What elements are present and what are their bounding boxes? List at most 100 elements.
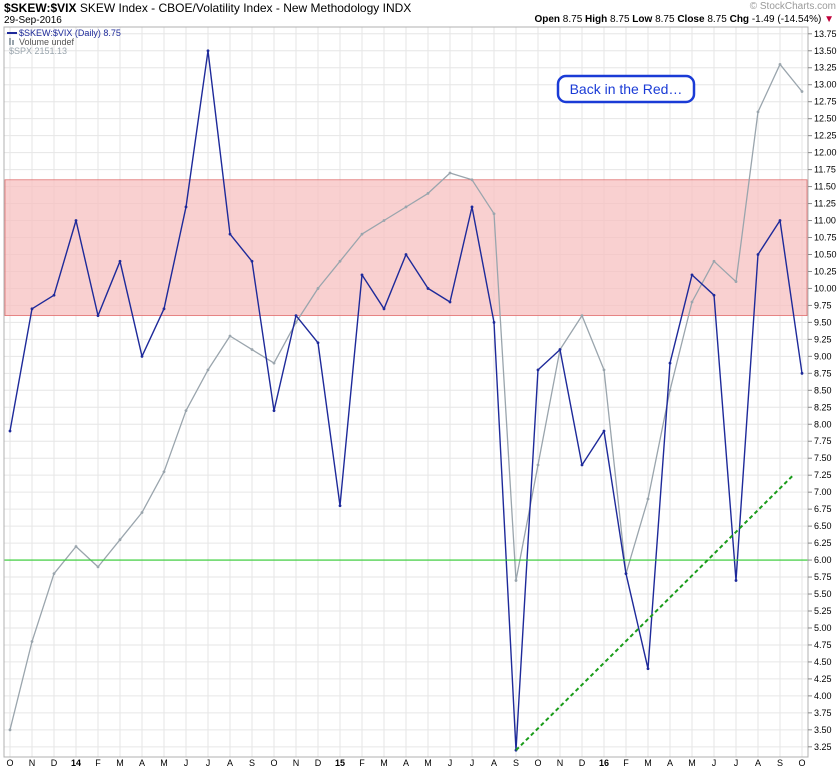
skew-vix-line-point bbox=[800, 371, 804, 375]
callout-back-in-the-red: Back in the Red… bbox=[556, 74, 696, 104]
spx-line-point bbox=[338, 259, 342, 263]
skew-vix-line-point bbox=[756, 253, 760, 256]
close-label: Close bbox=[677, 14, 705, 25]
spx-line-point bbox=[118, 538, 122, 542]
skew-vix-line-point bbox=[646, 667, 650, 671]
legend: $SKEW:$VIX (Daily) 8.75 Volume undef $SP… bbox=[7, 28, 121, 56]
spx-line-point bbox=[162, 470, 166, 474]
brand-watermark: © StockCharts.com bbox=[749, 1, 836, 12]
skew-vix-line-point bbox=[162, 307, 166, 311]
y-tick-label: 7.00 bbox=[814, 487, 832, 497]
skew-vix-line-point bbox=[272, 409, 276, 413]
x-tick-label: A bbox=[227, 758, 233, 767]
x-tick-label: F bbox=[359, 758, 365, 767]
skew-vix-line-point bbox=[668, 361, 672, 365]
skew-vix-line-point bbox=[492, 320, 496, 324]
x-tick-label: O bbox=[6, 758, 13, 767]
symbol: $SKEW:$VIX bbox=[4, 1, 77, 15]
y-tick-label: 12.50 bbox=[814, 114, 837, 124]
grid bbox=[4, 27, 808, 757]
y-tick-label: 13.25 bbox=[814, 63, 837, 73]
y-tick-label: 10.50 bbox=[814, 249, 837, 259]
y-tick-label: 6.75 bbox=[814, 504, 832, 514]
spx-line-point bbox=[536, 463, 540, 467]
skew-vix-series bbox=[8, 49, 804, 752]
y-tick-label: 13.50 bbox=[814, 46, 837, 56]
x-tick-label: J bbox=[712, 758, 717, 767]
chg-down-icon: ▼ bbox=[824, 14, 834, 25]
y-axis: 13.75 13.50 13.25 13.00 12.75 12.50 12.25 12.00… bbox=[808, 29, 837, 752]
legend-ratio: $SKEW:$VIX (Daily) 8.75 bbox=[19, 28, 121, 38]
y-tick-label: 5.25 bbox=[814, 606, 832, 616]
spx-line-point bbox=[250, 348, 254, 351]
x-tick-label: A bbox=[139, 758, 145, 767]
spx-line-point bbox=[206, 368, 210, 372]
skew-vix-line-point bbox=[448, 300, 452, 304]
x-tick-label: F bbox=[95, 758, 101, 767]
callout-text: Back in the Red… bbox=[570, 81, 683, 97]
high-label: High bbox=[585, 14, 608, 25]
skew-vix-line-point bbox=[74, 219, 78, 222]
spx-line-point bbox=[184, 409, 188, 413]
spx-line-point bbox=[74, 545, 78, 548]
y-tick-label: 9.75 bbox=[814, 300, 832, 310]
x-tick-label: D bbox=[315, 758, 322, 767]
skew-vix-line-point bbox=[690, 273, 694, 277]
low-value: 8.75 bbox=[655, 14, 675, 25]
spx-line-point bbox=[712, 259, 716, 263]
y-tick-label: 4.25 bbox=[814, 674, 832, 684]
low-label: Low bbox=[632, 14, 653, 25]
y-tick-label: 8.00 bbox=[814, 419, 832, 429]
x-tick-label: N bbox=[557, 758, 564, 767]
high-value: 8.75 bbox=[610, 14, 630, 25]
y-tick-label: 10.25 bbox=[814, 266, 837, 276]
y-tick-label: 9.00 bbox=[814, 351, 832, 361]
x-tick-label: D bbox=[579, 758, 586, 767]
x-tick-label: J bbox=[734, 758, 739, 767]
spx-line-point bbox=[646, 497, 650, 501]
spx-line-point bbox=[470, 178, 474, 182]
y-tick-label: 5.75 bbox=[814, 572, 832, 582]
skew-vix-line-point bbox=[580, 463, 584, 467]
plot-frame bbox=[3, 26, 809, 758]
ohlc-readout: Open 8.75 High 8.75 Low 8.75 Close 8.75 … bbox=[534, 14, 834, 25]
spx-line-point bbox=[756, 110, 760, 114]
skew-vix-line-point bbox=[52, 293, 56, 297]
x-tick-label: M bbox=[116, 758, 124, 767]
spx-line-point bbox=[778, 62, 782, 66]
y-tick-label: 12.75 bbox=[814, 97, 837, 107]
x-tick-label: A bbox=[403, 758, 409, 767]
y-tick-label: 9.50 bbox=[814, 317, 832, 327]
spx-line-point bbox=[492, 212, 496, 216]
skew-vix-line-point bbox=[250, 259, 254, 263]
x-tick-label: S bbox=[777, 758, 783, 767]
symbol-description: SKEW Index - CBOE/Volatility Index - New… bbox=[79, 1, 380, 15]
x-tick-label: S bbox=[513, 758, 519, 767]
y-tick-label: 3.25 bbox=[814, 742, 832, 752]
spx-line-point bbox=[690, 300, 694, 304]
skew-vix-line-point bbox=[338, 504, 342, 508]
x-tick-label: N bbox=[293, 758, 300, 767]
y-tick-label: 5.50 bbox=[814, 589, 832, 599]
y-tick-label: 7.25 bbox=[814, 470, 832, 480]
skew-vix-line-point bbox=[206, 49, 210, 53]
skew-vix-line-point bbox=[294, 314, 298, 318]
x-tick-label: J bbox=[184, 758, 189, 767]
x-tick-label: O bbox=[270, 758, 277, 767]
x-tick-label: N bbox=[29, 758, 36, 767]
spx-line-point bbox=[580, 314, 584, 318]
x-tick-label: 15 bbox=[335, 758, 345, 767]
y-tick-label: 11.50 bbox=[814, 182, 836, 192]
trendline-dashed bbox=[515, 474, 794, 751]
skew-vix-line-point bbox=[228, 232, 232, 236]
y-tick-label: 7.75 bbox=[814, 436, 832, 446]
open-value: 8.75 bbox=[562, 14, 583, 25]
x-tick-label: O bbox=[534, 758, 541, 767]
chart-title: $SKEW:$VIX SKEW Index - CBOE/Volatility … bbox=[4, 1, 411, 15]
y-tick-label: 7.50 bbox=[814, 453, 832, 463]
x-tick-label: F bbox=[623, 758, 629, 767]
y-tick-label: 8.25 bbox=[814, 402, 832, 412]
x-tick-label: O bbox=[798, 758, 805, 767]
callout-box bbox=[556, 74, 696, 104]
